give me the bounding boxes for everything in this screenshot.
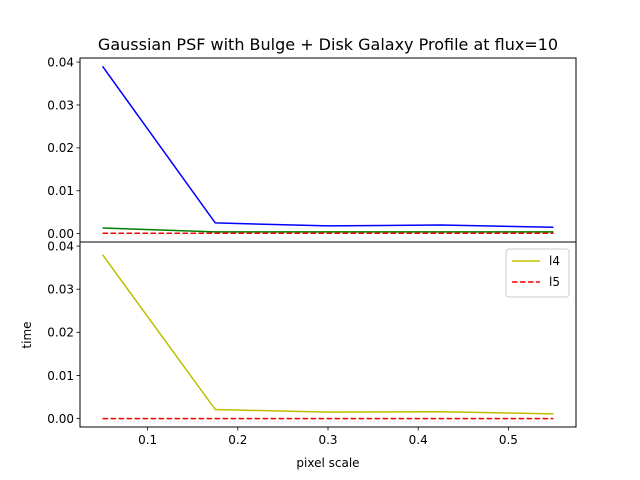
- top-y-tick-label: 0.03: [47, 98, 74, 112]
- bottom-y-tick-label: 0.03: [47, 283, 74, 297]
- top-y-tick-label: 0.04: [47, 55, 74, 69]
- top-y-tick-label: 0.02: [47, 141, 74, 155]
- bottom-y-tick-label: 0.02: [47, 326, 74, 340]
- bottom-x-tick-label: 0.2: [228, 433, 247, 447]
- bottom-x-tick-label: 0.1: [138, 433, 157, 447]
- bottom-x-axis-ticks: 0.1 0.2 0.3 0.4 0.5: [138, 427, 518, 447]
- top-series-line-2: [102, 227, 554, 233]
- bottom-y-axis-ticks: 0.00 0.01 0.02 0.03 0.04: [47, 239, 80, 426]
- legend-label-l4: l4: [549, 254, 560, 268]
- bottom-x-tick-label: 0.4: [409, 433, 428, 447]
- x-axis-label: pixel scale: [296, 456, 359, 470]
- top-series-line-1: [101, 65, 554, 228]
- bottom-y-tick-label: 0.04: [47, 239, 74, 253]
- bottom-x-tick-label: 0.5: [499, 433, 518, 447]
- chart-title: Gaussian PSF with Bulge + Disk Galaxy Pr…: [98, 35, 558, 54]
- bottom-x-tick-label: 0.3: [318, 433, 337, 447]
- bottom-series-line-1: [101, 254, 554, 415]
- top-y-tick-label: 0.01: [47, 184, 74, 198]
- legend: l4 l5: [505, 248, 570, 298]
- top-y-axis-ticks: 0.00 0.01 0.02 0.03 0.04: [47, 55, 80, 241]
- bottom-series-lines: [101, 254, 554, 420]
- bottom-panel: 0.00 0.01 0.02 0.03 0.04 0.1 0.2 0.3 0.4 0.5 pix…: [20, 239, 577, 470]
- bottom-y-tick-label: 0.01: [47, 369, 74, 383]
- bottom-y-tick-label: 0.00: [47, 412, 74, 426]
- top-y-tick-label: 0.00: [47, 227, 74, 241]
- top-series-lines: [101, 65, 554, 234]
- y-axis-label: time: [20, 321, 34, 348]
- legend-label-l5: l5: [549, 275, 560, 289]
